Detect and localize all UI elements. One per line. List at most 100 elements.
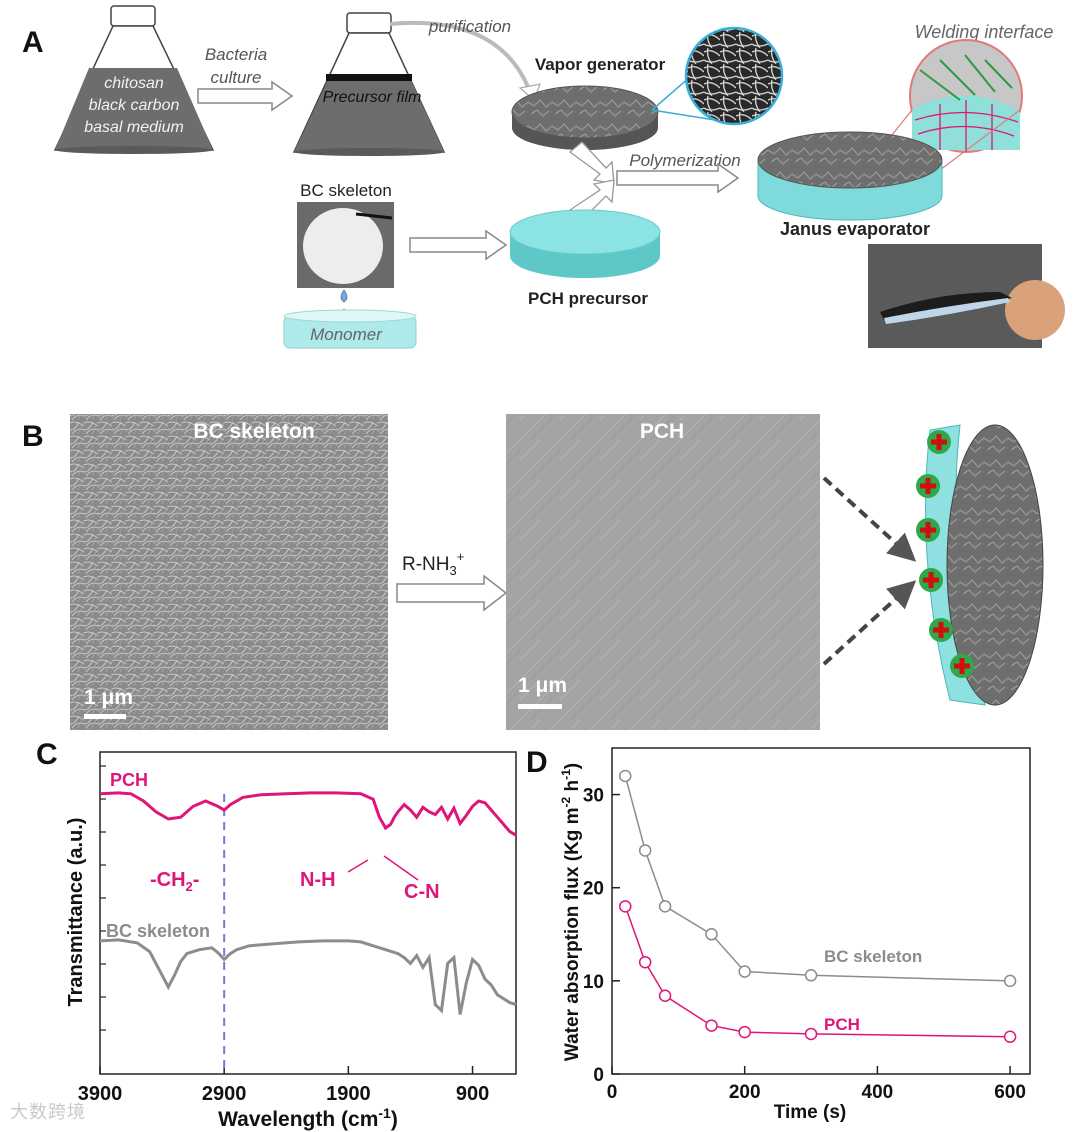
pch-precursor-disc xyxy=(509,209,661,278)
panel-letter-c: C xyxy=(36,738,58,771)
y-tick-label-d: 20 xyxy=(583,879,604,900)
janus-evaporator-label: Janus evaporator xyxy=(780,219,930,239)
panel-letter-d: D xyxy=(526,746,548,779)
data-point-pch xyxy=(738,1025,751,1039)
plus-charge-marker xyxy=(916,518,940,542)
legend-label-pch: PCH xyxy=(110,770,148,790)
janus-evaporator-disc xyxy=(757,131,943,221)
data-point-bc-skeleton xyxy=(658,900,672,913)
scale-bar-left xyxy=(84,714,126,719)
series-line-bc-skeleton-d xyxy=(624,775,1011,982)
watermark: 大数跨境 xyxy=(10,1102,86,1123)
reaction-label: R-NH3+ xyxy=(402,549,464,578)
arrow-to-pch-precursor xyxy=(409,229,508,261)
pch-precursor-label: PCH precursor xyxy=(528,289,648,308)
chart-water-absorption: 0 200 400 600 0 10 20 30 BC skeleton PCH Water … xyxy=(559,747,1031,1123)
polymerization-label: Polymerization xyxy=(629,151,741,170)
precursor-film-label: Precursor film xyxy=(323,89,422,106)
sem-image-bc-skeleton xyxy=(70,414,388,730)
panel-letter-b: B xyxy=(22,420,44,453)
dashed-arrow-bottom xyxy=(822,580,917,666)
y-axis-label-c: Transmittance (a.u.) xyxy=(65,818,87,1007)
precursor-film-layer xyxy=(326,74,412,81)
series-label-bc-skeleton-d: BC skeleton xyxy=(824,947,922,966)
monomer-label: Monomer xyxy=(310,325,383,344)
annotation-ch2: -CH2- xyxy=(150,869,199,894)
scale-bar-right xyxy=(518,704,562,709)
positive-charge-markers xyxy=(916,430,974,678)
arrow-bacteria-culture xyxy=(197,80,294,112)
y-tick-label-d: 30 xyxy=(583,786,604,807)
welding-interface-zoom xyxy=(909,39,1023,153)
x-tick-label-c: 900 xyxy=(456,1083,489,1105)
vapor-generator-disc xyxy=(511,85,659,150)
sem-image-pch xyxy=(506,414,820,730)
data-point-pch xyxy=(804,1027,818,1041)
scale-bar-label-right: 1 μm xyxy=(518,674,567,697)
x-tick-label-d: 600 xyxy=(994,1082,1026,1103)
x-axis-label-c: Wavelength (cm-1) xyxy=(218,1105,398,1131)
scale-bar-label-left: 1 μm xyxy=(84,686,133,709)
janus-evaporator-photo xyxy=(868,244,1065,348)
data-point-pch xyxy=(658,989,672,1003)
dashed-arrow-top xyxy=(822,476,917,562)
panel-letter-a: A xyxy=(22,26,44,59)
data-point-pch xyxy=(1003,1030,1017,1043)
y-tick-label-d: 10 xyxy=(583,972,604,993)
flask-precursor-film xyxy=(292,12,446,156)
plus-charge-marker xyxy=(919,568,943,592)
legend-label-bc-skeleton: BC skeleton xyxy=(106,921,210,941)
culture-label: culture xyxy=(210,68,261,87)
series-line-bc-skeleton xyxy=(99,938,517,1015)
annotation-nh: N-H xyxy=(300,869,336,891)
y-tick-label-d: 0 xyxy=(593,1065,604,1086)
sem-title-pch: PCH xyxy=(640,420,684,443)
x-tick-label-d: 200 xyxy=(729,1082,761,1103)
x-tick-label-c: 2900 xyxy=(202,1083,247,1105)
data-point-bc-skeleton xyxy=(804,969,818,982)
data-point-bc-skeleton xyxy=(705,928,718,941)
x-tick-label-c: 1900 xyxy=(326,1083,371,1105)
flask-label-black-carbon: black carbon xyxy=(89,97,180,114)
sem-zoom-circle xyxy=(684,26,784,126)
series-line-pch xyxy=(99,791,517,837)
vapor-generator-label: Vapor generator xyxy=(535,55,666,74)
data-point-bc-skeleton xyxy=(638,844,652,857)
chart-d-frame xyxy=(611,747,1031,1075)
x-tick-label-d: 0 xyxy=(607,1082,618,1103)
x-axis-label-d: Time (s) xyxy=(774,1102,847,1123)
annotation-cn: C-N xyxy=(404,881,440,903)
series-line-pch-d xyxy=(624,906,1011,1038)
data-point-pch xyxy=(619,900,632,913)
arrow-converge-top xyxy=(568,141,615,185)
monomer-petri-dish xyxy=(283,309,417,349)
flask-culture-medium xyxy=(53,5,215,154)
plus-charge-marker xyxy=(927,430,951,454)
data-point-pch xyxy=(638,955,652,969)
janus-side-view xyxy=(925,424,1044,706)
plus-charge-marker xyxy=(950,654,974,678)
x-tick-label-c: 3900 xyxy=(78,1083,123,1105)
chart-ftir: 3900 2900 1900 900 PCH BC skeleton -CH2- N-… xyxy=(65,751,517,1131)
plus-charge-marker xyxy=(929,618,953,642)
data-point-bc-skeleton xyxy=(1003,974,1017,988)
bacteria-label: Bacteria xyxy=(205,45,267,64)
flask-label-basal-medium: basal medium xyxy=(84,119,184,136)
bc-skeleton-label-a: BC skeleton xyxy=(300,181,392,200)
data-point-bc-skeleton xyxy=(738,965,751,978)
x-tick-label-d: 400 xyxy=(862,1082,894,1103)
chart-c-frame xyxy=(99,751,517,1075)
arrow-bc-to-pch xyxy=(396,574,508,612)
data-point-bc-skeleton xyxy=(619,769,632,783)
plus-charge-marker xyxy=(916,474,940,498)
purification-arrow xyxy=(389,20,532,93)
purification-label: purification xyxy=(428,17,511,36)
y-axis-label-d: Water absorption flux (Kg m-2 h-1) xyxy=(559,763,583,1061)
flask-label-chitosan: chitosan xyxy=(104,75,164,92)
data-point-pch xyxy=(705,1019,718,1032)
welding-interface-label: Welding interface xyxy=(915,22,1054,42)
arrow-polymerization xyxy=(616,162,740,194)
series-label-pch-d: PCH xyxy=(824,1015,860,1034)
sem-title-bc-skeleton: BC skeleton xyxy=(193,420,314,443)
